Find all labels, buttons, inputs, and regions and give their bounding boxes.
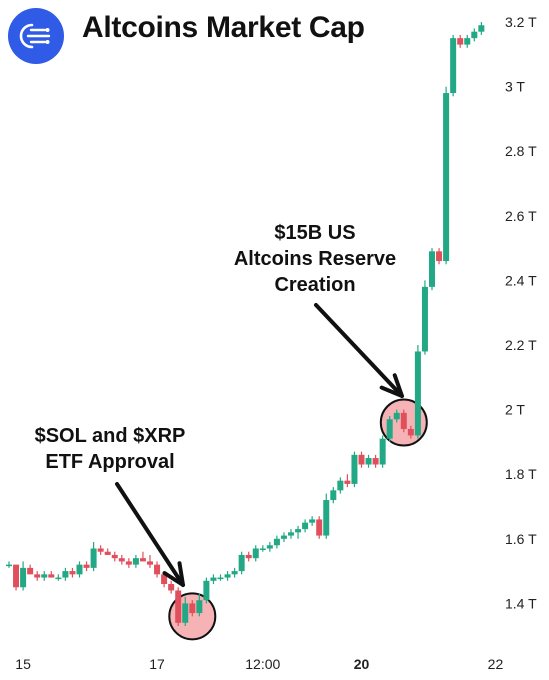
candle-body	[245, 554, 252, 559]
candle-body	[13, 564, 20, 588]
candle-body	[83, 564, 90, 568]
candle-body	[6, 564, 12, 567]
candle-body	[139, 558, 146, 562]
annotation-etf: $SOL and $XRP ETF Approval	[10, 423, 210, 475]
annotation-reserve-line: Altcoins Reserve	[233, 248, 397, 270]
candle-body	[90, 548, 97, 568]
candle-body	[407, 428, 414, 436]
candle-body	[450, 38, 457, 94]
candle-body	[337, 480, 344, 491]
y-tick-label: 2.2 T	[505, 337, 537, 353]
annotation-reserve-arrow	[314, 303, 404, 398]
annotation-etf-arrow-head	[162, 561, 185, 587]
candle-body	[344, 480, 351, 484]
candle-body	[104, 551, 111, 555]
candle-body	[252, 548, 259, 559]
brand-logo	[8, 8, 64, 64]
candle-body	[266, 545, 273, 549]
candle-body	[20, 567, 27, 588]
candle-body	[62, 571, 69, 578]
candle-body	[34, 574, 41, 578]
candle-body	[457, 38, 464, 45]
candle-body	[414, 351, 421, 436]
candle-body	[330, 490, 337, 501]
candle-body	[358, 454, 365, 465]
candle-body	[97, 548, 104, 552]
annotation-reserve-line: $15B US	[274, 222, 356, 244]
candle-body	[302, 522, 309, 530]
page-title: Altcoins Market Cap	[82, 11, 365, 44]
y-tick-label: 2.8 T	[505, 143, 537, 159]
candle-body	[471, 31, 478, 39]
candle-body	[161, 574, 168, 585]
candle-body	[379, 438, 386, 465]
annotation-etf-arrow	[115, 482, 185, 587]
candle-body	[429, 251, 435, 287]
candle-body	[196, 600, 203, 614]
candle-body	[464, 38, 471, 45]
annotation-etf-line: ETF Approval	[45, 451, 175, 473]
candle-body	[231, 571, 238, 575]
candle-body	[323, 500, 330, 536]
candle-body	[393, 412, 400, 420]
candle-body	[168, 584, 175, 591]
candle-body	[351, 454, 358, 484]
x-tick-label: 20	[354, 656, 370, 672]
y-tick-label: 3.2 T	[505, 14, 537, 30]
x-tick-label: 12:00	[245, 656, 280, 672]
candle-body	[111, 554, 118, 559]
y-tick-label: 1.4 T	[505, 595, 537, 611]
candle-body	[55, 577, 62, 580]
candle-body	[210, 577, 217, 581]
candle-body	[125, 561, 132, 565]
y-tick-label: 2.6 T	[505, 208, 537, 224]
y-tick-label: 1.6 T	[505, 531, 537, 547]
candle-body	[316, 519, 323, 536]
candle-body	[147, 561, 153, 565]
candle-body	[175, 590, 182, 623]
y-tick-label: 1.8 T	[505, 466, 537, 482]
candle-body	[154, 564, 161, 575]
x-tick-label: 15	[15, 656, 31, 672]
annotation-reserve-arrow-head	[379, 373, 404, 398]
annotation-reserve: $15B US Altcoins Reserve Creation	[220, 220, 410, 298]
candle-body	[421, 286, 428, 352]
candle-body	[217, 577, 224, 580]
candle-body	[27, 567, 34, 575]
candle-body	[443, 93, 450, 262]
candle-body	[386, 419, 393, 439]
candle-body	[132, 558, 139, 565]
candle-body	[118, 558, 125, 562]
circuit-lines-icon	[19, 23, 51, 49]
candle-body	[41, 574, 48, 578]
y-tick-label: 2.4 T	[505, 272, 537, 288]
candle-body	[69, 571, 76, 575]
candle-body	[189, 603, 196, 614]
candle-body	[478, 25, 485, 32]
candle-body	[224, 574, 231, 578]
annotation-reserve-line: Creation	[274, 274, 356, 296]
x-tick-label: 22	[488, 656, 504, 672]
candle-body	[288, 532, 294, 536]
candle-body	[76, 564, 83, 575]
candle-body	[280, 535, 287, 539]
candle-body	[295, 529, 302, 533]
candle-body	[309, 519, 316, 523]
candle-body	[259, 548, 266, 550]
candle-body	[273, 538, 280, 546]
candle-body	[400, 412, 407, 429]
candle-body	[203, 580, 210, 601]
candle-body	[182, 603, 189, 623]
annotation-etf-line: $SOL and $XRP	[34, 425, 186, 447]
candle-body	[365, 458, 372, 465]
x-tick-label: 17	[149, 656, 165, 672]
y-tick-label: 3 T	[505, 79, 525, 95]
y-tick-label: 2 T	[505, 402, 525, 418]
candle-body	[238, 554, 245, 572]
candle-body	[436, 251, 443, 262]
candle-body	[48, 574, 55, 578]
candle-body	[372, 458, 379, 465]
